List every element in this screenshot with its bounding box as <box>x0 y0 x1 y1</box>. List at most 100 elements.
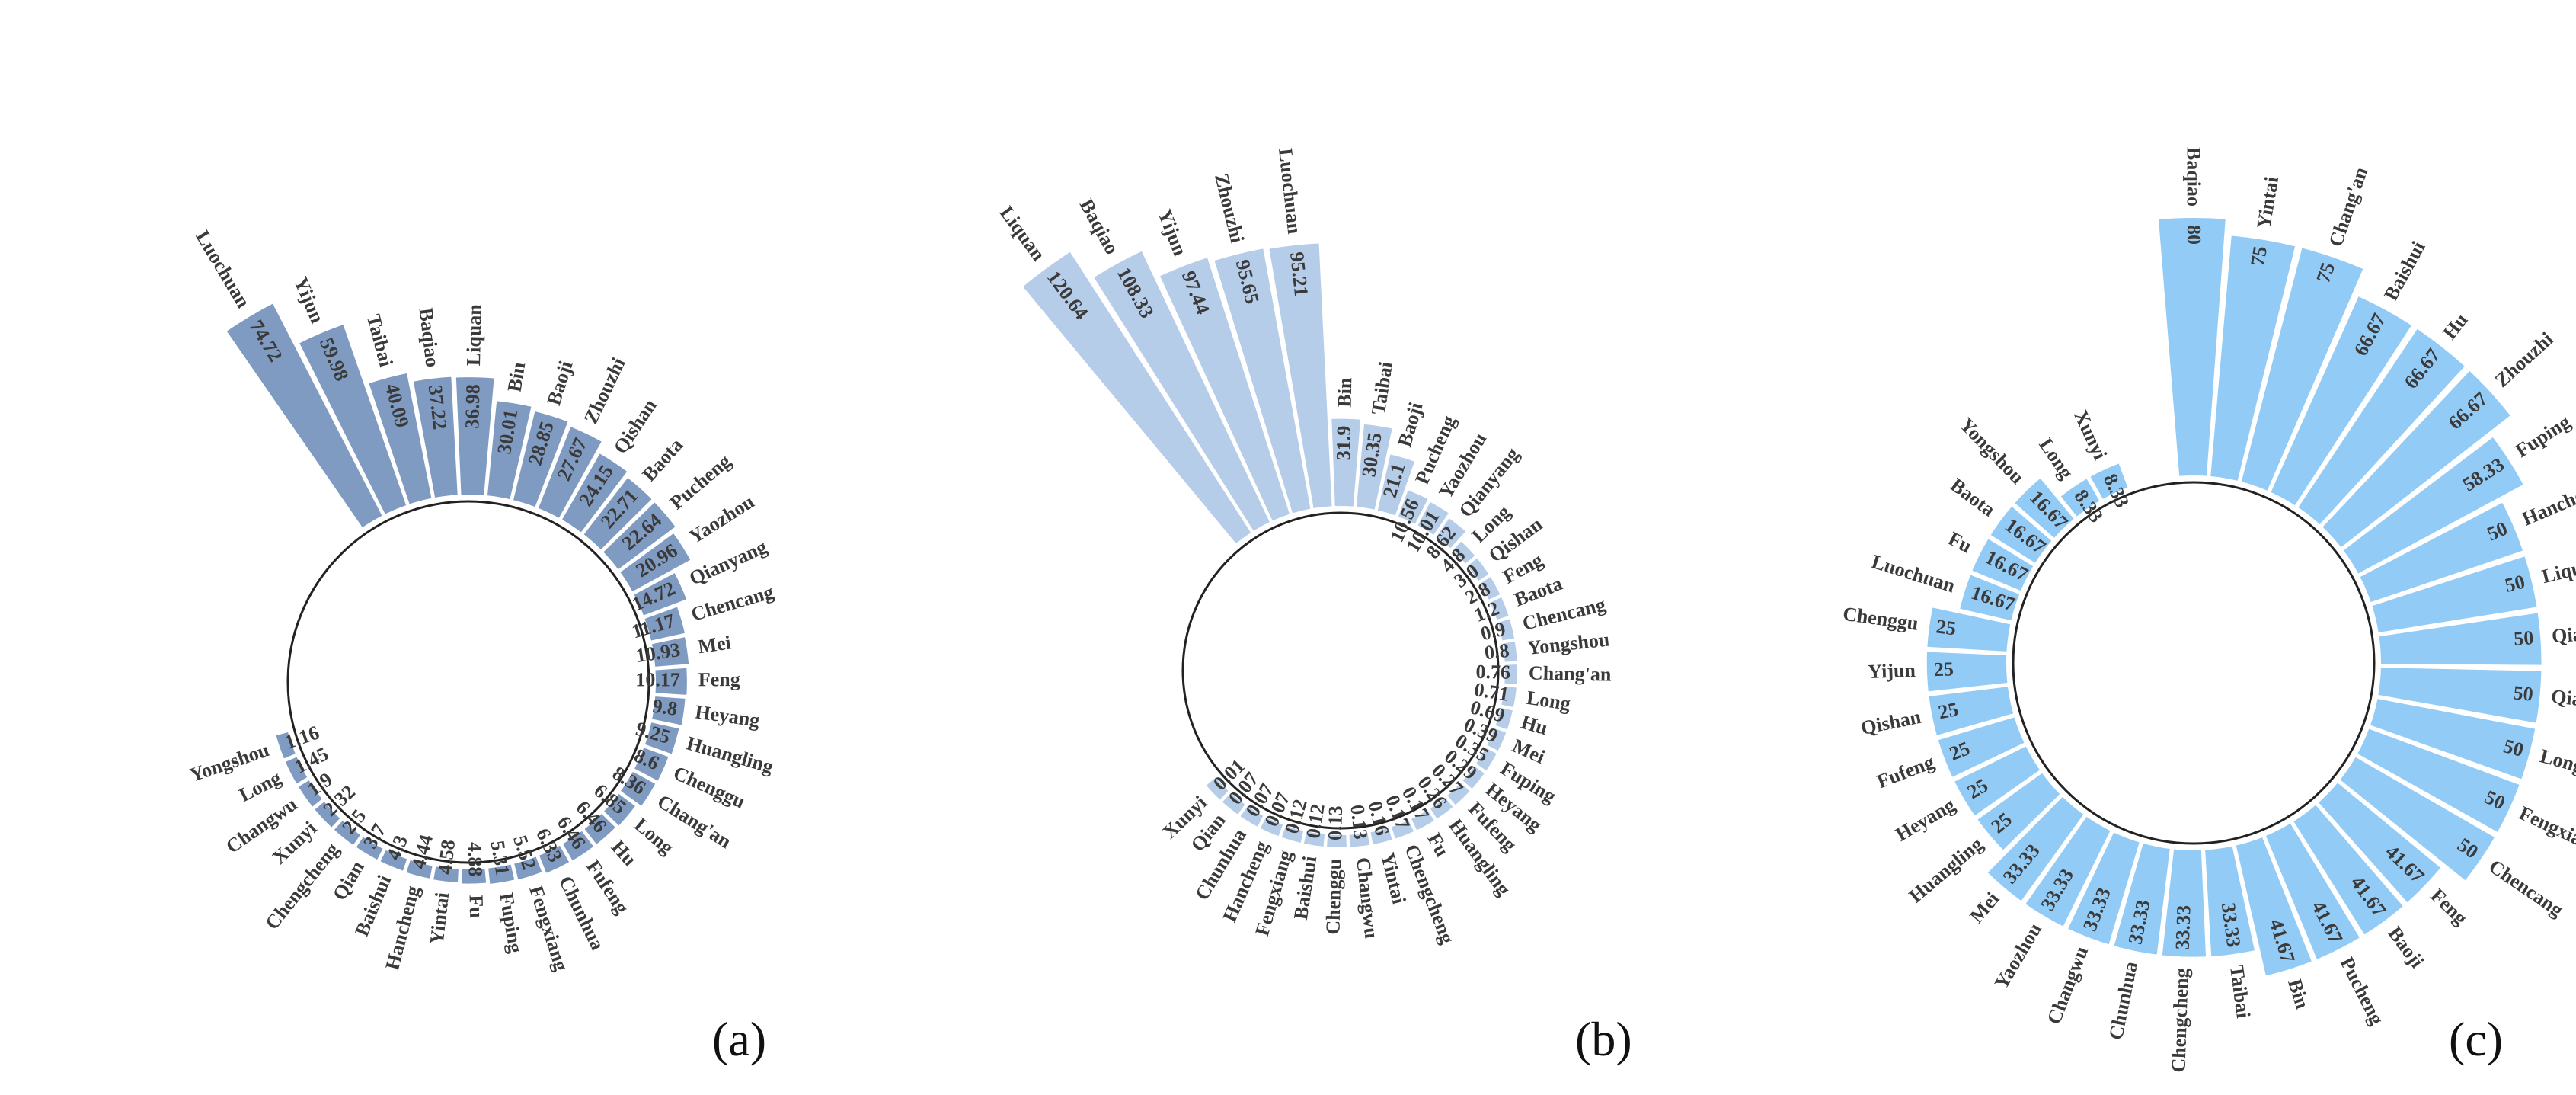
bar <box>1428 796 1456 821</box>
bar <box>431 864 460 885</box>
bar <box>2368 696 2537 781</box>
category-label: Fuping <box>495 892 527 955</box>
category-label: Mei <box>697 631 733 658</box>
category-label: Bin <box>1334 377 1357 408</box>
inner-ring <box>286 500 650 864</box>
category-label: Taibai <box>1367 360 1397 416</box>
value-label: 0.8 <box>1484 639 1510 664</box>
bar <box>1376 453 1417 517</box>
bar <box>2239 246 2365 493</box>
category-label: Qishan <box>1859 706 1923 739</box>
value-label: 50 <box>2513 626 2534 650</box>
bar <box>581 475 654 552</box>
category-label: Feng <box>698 668 740 690</box>
category-label: Chengcheng <box>2167 968 2192 1073</box>
bar <box>512 854 544 882</box>
category-label: Fengxiang <box>2516 802 2576 859</box>
bar <box>1474 745 1499 773</box>
category-label: Baoji <box>1393 400 1427 450</box>
category-label: Liquan <box>2539 552 2576 588</box>
bar <box>602 792 638 828</box>
category-label: Liquan <box>462 303 486 366</box>
bar <box>1220 790 1248 817</box>
bar <box>1927 684 2015 738</box>
category-label: Taibai <box>2226 964 2255 1020</box>
value-label: 80 <box>2183 225 2205 245</box>
bar <box>643 605 687 642</box>
category-label: Chunhua <box>2105 959 2142 1042</box>
category-label: Taibai <box>363 312 398 369</box>
category-label: Chencang <box>689 581 776 626</box>
bar <box>2296 327 2467 527</box>
bar <box>2320 369 2513 549</box>
bar <box>2338 755 2497 882</box>
bar <box>1445 780 1472 808</box>
category-label: Chencang <box>2485 855 2567 921</box>
panel-a-tag: (a) <box>712 1012 766 1066</box>
category-label: Changwu <box>1352 856 1382 940</box>
bar <box>1926 606 2012 653</box>
bar <box>1415 500 1451 537</box>
bar <box>1396 488 1430 527</box>
bar <box>274 730 298 760</box>
bar <box>411 375 459 500</box>
category-label: Zhouzhi <box>1210 171 1248 245</box>
category-label: Hu <box>607 836 641 870</box>
category-label: Yintai <box>2252 175 2283 230</box>
bar <box>2066 830 2142 946</box>
bar <box>1409 808 1437 832</box>
bar <box>618 531 692 594</box>
bar <box>1494 706 1515 732</box>
value-label: 0.13 <box>1346 804 1372 840</box>
category-label: Yongshou <box>1955 414 2028 488</box>
bar <box>1485 726 1508 753</box>
value-label: 0.76 <box>1475 661 1510 684</box>
bar <box>1488 595 1511 622</box>
bar <box>2291 802 2405 937</box>
bar <box>650 635 691 668</box>
category-label: Baishui <box>2379 238 2430 304</box>
bar <box>560 451 629 535</box>
bar <box>332 818 363 847</box>
bar <box>1465 556 1491 583</box>
bar <box>601 500 678 572</box>
category-label: Baqiao <box>415 307 444 369</box>
category-label: Heyang <box>694 700 761 731</box>
bar <box>536 424 604 520</box>
value-label: 25 <box>1933 658 1954 680</box>
value-label: 95.21 <box>1286 251 1312 297</box>
category-label: Chang'an <box>2325 164 2373 249</box>
bar <box>366 371 433 507</box>
category-label: Hu <box>1519 711 1550 740</box>
bar <box>1975 770 2063 853</box>
bar <box>1203 775 1231 802</box>
bar <box>631 571 689 618</box>
bar <box>1501 639 1519 664</box>
bar <box>618 770 657 808</box>
bar <box>1450 539 1478 566</box>
bar <box>2058 476 2101 519</box>
bar <box>485 399 533 501</box>
value-label: 50 <box>2512 681 2534 705</box>
bar <box>1091 249 1272 533</box>
bar <box>1280 824 1306 845</box>
category-label: Fuping <box>2511 411 2574 462</box>
bar <box>1347 831 1372 849</box>
bar <box>1970 536 2035 593</box>
bar <box>537 844 571 876</box>
value-label: 0.71 <box>1473 678 1510 706</box>
value-label: 10.17 <box>635 668 680 690</box>
bar <box>1369 826 1395 847</box>
bar <box>1936 715 2027 780</box>
bar <box>2023 815 2113 929</box>
bar <box>1499 684 1519 709</box>
bar <box>378 848 409 873</box>
bar <box>283 754 309 786</box>
bar <box>1988 504 2054 565</box>
bar <box>2012 476 2076 540</box>
bar <box>1213 247 1312 515</box>
category-label: Yongshou <box>1526 628 1611 659</box>
bar <box>1158 255 1292 523</box>
category-label: Long <box>2034 434 2078 483</box>
bar <box>454 376 496 497</box>
